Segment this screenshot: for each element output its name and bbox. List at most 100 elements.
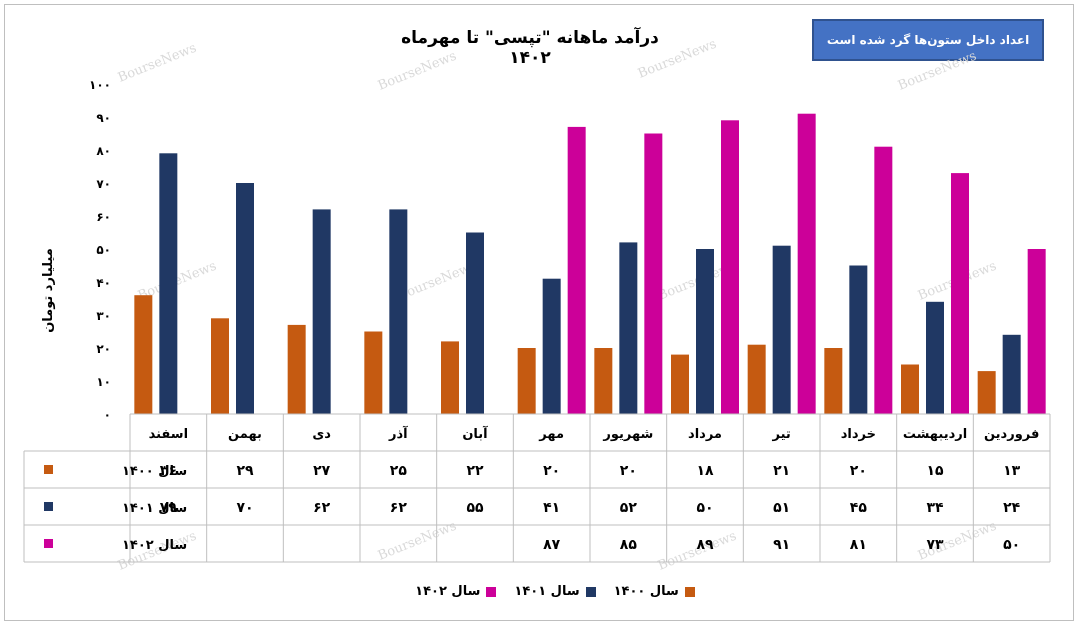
data-label: ۲۵ [390,463,408,479]
bar-1-9 [312,209,331,414]
bar-0-8 [364,331,383,414]
data-label: ۷۰ [236,500,253,516]
x-tick-label: آذر [388,425,408,442]
data-label: ۷۳ [926,537,944,553]
data-label: ۸۷ [543,537,561,553]
table-legend-swatch-0 [44,465,53,474]
data-label: ۴۵ [850,500,868,516]
data-label: ۲۴ [1003,500,1021,516]
table-series-name-0: سال ۱۴۰۰ [122,464,187,479]
data-label: ۷۹ [160,500,178,516]
legend: سال ۱۴۰۰ سال ۱۴۰۱ سال ۱۴۰۲ [405,584,705,599]
data-label: ۵۵ [466,500,484,516]
legend-item-1401: سال ۱۴۰۱ [514,584,596,599]
y-tick-label: ۳۰ [96,309,111,323]
bar-2-2 [874,146,893,414]
x-tick-label: بهمن [228,427,262,442]
legend-item-1400: سال ۱۴۰۰ [614,584,695,599]
x-tick-label: اسفند [149,427,188,442]
bar-1-3 [772,245,791,414]
data-label: ۵۰ [696,500,713,516]
data-label: ۸۱ [850,537,867,553]
watermark-text-1: BourseNews [376,49,459,94]
data-label: ۵۱ [773,500,790,516]
bar-0-10 [211,318,229,414]
legend-swatch-1402 [486,586,497,597]
bar-1-10 [236,183,254,414]
data-label: ۶۲ [390,500,408,516]
bar-0-5 [594,348,613,414]
bar-0-2 [824,348,843,414]
data-label: ۹۱ [773,537,790,553]
data-label: ۱۵ [926,463,944,479]
table-legend-swatch-2 [44,539,53,548]
bar-1-2 [849,265,868,414]
bar-1-7 [466,232,484,414]
bar-1-5 [619,242,638,414]
legend-label-1400: سال ۱۴۰۰ [613,584,679,599]
data-label: ۲۱ [773,463,790,479]
bar-0-3 [747,344,766,414]
y-tick-label: ۸۰ [96,144,111,158]
data-label: ۵۰ [1003,537,1020,553]
watermark-text-0: BourseNews [116,41,199,86]
bar-0-0 [977,371,996,414]
rounding-note-box: اعداد داخل ستون‌ها گرد شده است [812,19,1044,61]
table-legend-swatch-1 [44,502,53,511]
bar-0-9 [287,324,306,414]
bar-1-1 [926,301,944,414]
bar-1-4 [696,249,714,414]
x-tick-label: آبان [462,425,488,442]
bar-2-4 [721,120,739,415]
legend-item-1402: سال ۱۴۰۲ [415,584,497,599]
bar-2-6 [567,126,586,415]
data-label: ۲۰ [850,463,867,479]
chart-frame [4,4,1074,621]
data-label: ۶۲ [313,500,331,516]
bar-0-4 [671,354,689,414]
bar-1-11 [159,153,178,415]
x-tick-label: تیر [772,427,791,442]
data-label: ۱۸ [696,463,714,479]
legend-label-1402: سال ۱۴۰۲ [415,584,481,599]
y-tick-label: ۰ [104,408,111,422]
data-label: ۲۰ [543,463,560,479]
bar-0-11 [134,295,153,414]
legend-label-1401: سال ۱۴۰۱ [514,584,580,599]
chart-title: درآمد ماهانه "تپسی" تا مهرماه ۱۴۰۲ [401,28,659,68]
bar-0-6 [517,348,536,414]
table-series-name-1: سال ۱۴۰۱ [122,501,187,516]
data-label: ۱۳ [1003,463,1021,479]
y-tick-label: ۴۰ [96,276,111,290]
bar-0-7 [441,341,459,414]
y-tick-label: ۶۰ [96,210,111,224]
legend-swatch-1401 [585,586,596,597]
data-label: ۸۵ [620,537,638,553]
x-tick-label: خرداد [841,427,876,442]
y-tick-label: ۵۰ [96,243,111,257]
data-label: ۲۲ [466,463,484,479]
y-tick-label: ۱۰۰ [89,78,111,92]
data-label: ۵۲ [620,500,638,516]
watermark-text-3: BourseNews [896,49,979,94]
bar-1-6 [542,278,561,414]
bar-2-5 [644,133,663,414]
x-tick-label: اردیبهشت [903,427,967,442]
data-label: ۸۹ [696,537,714,553]
x-tick-label: فروردین [984,427,1039,442]
bar-1-8 [389,209,408,414]
bar-2-3 [797,113,816,414]
x-tick-label: مرداد [688,427,722,442]
watermark-text-2: BourseNews [636,37,719,82]
y-tick-label: ۹۰ [96,111,111,125]
data-label: ۲۷ [313,463,331,479]
bar-2-1 [951,173,969,414]
table-series-name-2: سال ۱۴۰۲ [122,538,187,553]
bar-0-1 [901,364,919,414]
data-label: ۲۰ [620,463,637,479]
bar-2-0 [1027,249,1046,414]
bar-1-0 [1002,334,1021,414]
data-label: ۳۴ [926,500,944,516]
data-label: ۳۶ [160,463,177,479]
